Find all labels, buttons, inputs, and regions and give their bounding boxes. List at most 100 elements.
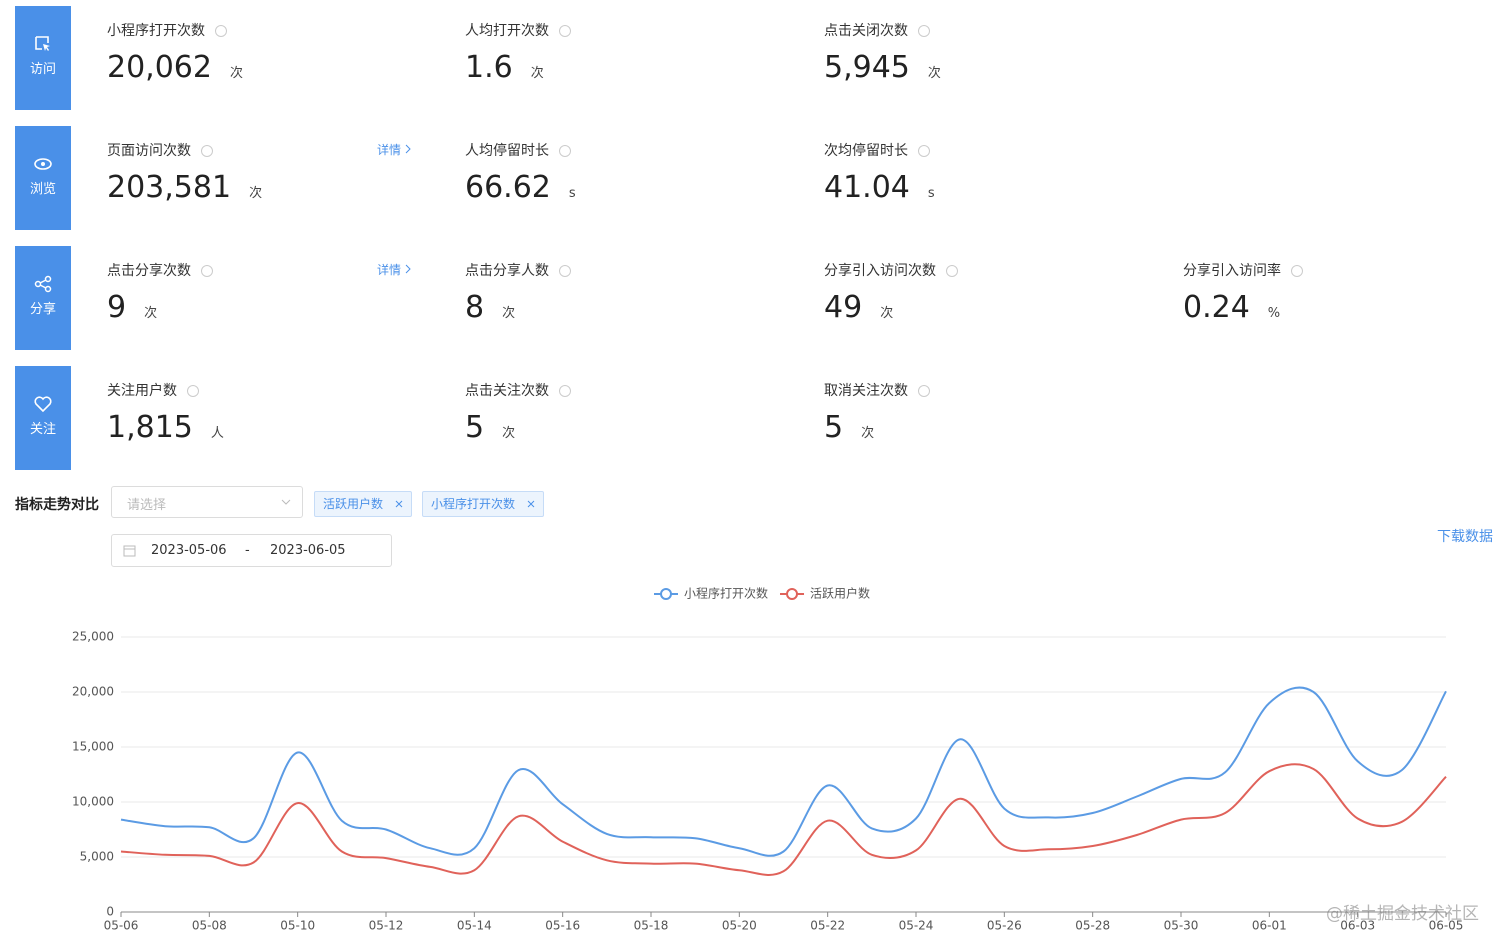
metric: 66.62 s <box>465 170 576 205</box>
tile-icon <box>34 396 52 413</box>
calendar-icon <box>123 545 136 557</box>
metric-label: 人均打开次数 <box>465 20 571 40</box>
help-icon[interactable] <box>918 25 930 37</box>
metric: 5,945 次 <box>824 50 941 85</box>
metric-value: 0.24 <box>1183 290 1250 325</box>
legend-marker <box>786 588 799 600</box>
metric-value: 1,815 <box>107 410 193 445</box>
metric-unit: 次 <box>502 306 516 321</box>
tile-icon <box>34 275 52 293</box>
legend-label: 活跃用户数 <box>810 586 870 601</box>
x-tick-label: 05-08 <box>192 919 227 933</box>
metric-value: 41.04 <box>824 170 910 205</box>
x-tick-label: 06-03 <box>1340 919 1375 933</box>
legend-marker <box>660 588 672 600</box>
metric: 203,581 次 <box>107 170 262 205</box>
help-icon[interactable] <box>946 265 958 277</box>
section-tile[interactable]: 分享 <box>15 246 71 350</box>
metric: 20,062 次 <box>107 50 243 85</box>
metric-unit: 次 <box>530 66 544 81</box>
y-tick-label: 0 <box>106 905 114 919</box>
metric-unit: 人 <box>210 426 224 441</box>
metric-unit: s <box>927 186 935 201</box>
metric-value: 9 <box>107 290 127 325</box>
date-end: 2023-06-05 <box>270 543 346 558</box>
y-tick-label: 5,000 <box>80 850 114 864</box>
metric-value: 8 <box>465 290 485 325</box>
help-icon[interactable] <box>215 25 227 37</box>
section-tile[interactable]: 浏览 <box>15 126 71 230</box>
legend: 小程序打开次数 活跃用户数 <box>654 586 870 601</box>
metric-unit: % <box>1267 306 1281 321</box>
chart: 0 5,000 10,000 15,000 20,000 25,000 05-06 05-08… <box>72 586 1463 933</box>
help-icon[interactable] <box>559 265 571 277</box>
date-start: 2023-05-06 <box>151 543 227 558</box>
tile-label: 分享 <box>29 302 56 317</box>
metric-value: 5 <box>824 410 844 445</box>
metric-unit: 次 <box>927 66 941 81</box>
x-tick-label: 05-14 <box>457 919 492 933</box>
help-icon[interactable] <box>559 145 571 157</box>
x-tick-label: 05-20 <box>722 919 757 933</box>
tag[interactable]: 活跃用户数 <box>314 491 413 517</box>
metric-unit: s <box>568 186 576 201</box>
tag-label: 活跃用户数 <box>323 497 384 511</box>
metric-label: 点击关闭次数 <box>824 20 930 40</box>
metric-value: 5 <box>465 410 485 445</box>
metric-label: 取消关注次数 <box>824 380 930 400</box>
x-tick-label: 05-06 <box>104 919 139 933</box>
metric: 1.6 次 <box>465 50 544 85</box>
tag-close[interactable] <box>395 500 403 508</box>
date-range[interactable]: 2023-05-06 - 2023-06-05 <box>111 534 392 567</box>
filter-label: 指标走势对比 <box>15 497 99 513</box>
detail-link[interactable]: 详情 <box>377 261 412 278</box>
x-tick-label: 05-28 <box>1075 919 1110 933</box>
metric-value: 1.6 <box>465 50 513 85</box>
y-tick-label: 10,000 <box>72 795 114 809</box>
metric-value: 49 <box>824 290 863 325</box>
x-tick-label: 05-22 <box>810 919 845 933</box>
help-icon[interactable] <box>559 385 571 397</box>
metric-label: 页面访问次数 <box>107 140 213 160</box>
tag-label: 小程序打开次数 <box>431 497 516 511</box>
help-icon[interactable] <box>1291 265 1303 277</box>
tile-label: 关注 <box>29 422 56 437</box>
download-link[interactable]: 下载数据 <box>1437 529 1493 545</box>
metric-value: 5,945 <box>824 50 910 85</box>
tile-icon <box>34 158 52 170</box>
metric-unit: 次 <box>880 306 894 321</box>
help-icon[interactable] <box>187 385 199 397</box>
metric-value: 20,062 <box>107 50 212 85</box>
metric: 49 次 <box>824 290 893 325</box>
help-icon[interactable] <box>918 385 930 397</box>
detail-arrow <box>405 264 411 274</box>
x-tick-label: 05-18 <box>634 919 669 933</box>
help-icon[interactable] <box>559 25 571 37</box>
metric-unit: 次 <box>229 66 243 81</box>
select[interactable]: 请选择 <box>111 486 303 518</box>
metric-label: 分享引入访问率 <box>1183 260 1303 280</box>
metric-label: 人均停留时长 <box>465 140 571 160</box>
metric: 1,815 人 <box>107 410 224 445</box>
tag-close[interactable] <box>527 500 535 508</box>
series-line <box>120 763 1447 876</box>
help-icon[interactable] <box>201 265 213 277</box>
metric: 0.24% <box>1183 290 1280 325</box>
metric-unit: 次 <box>861 426 875 441</box>
y-tick-label: 20,000 <box>72 685 114 699</box>
help-icon[interactable] <box>918 145 930 157</box>
x-tick-label: 06-01 <box>1252 919 1287 933</box>
detail-link[interactable]: 详情 <box>377 141 412 158</box>
section-tile[interactable]: 关注 <box>15 366 71 470</box>
help-icon[interactable] <box>201 145 213 157</box>
metric: 41.04 s <box>824 170 935 205</box>
metric-label: 点击分享人数 <box>465 260 571 280</box>
x-tick-label: 05-10 <box>280 919 315 933</box>
tag[interactable]: 小程序打开次数 <box>422 491 545 517</box>
section-tile[interactable]: 访问 <box>15 6 71 110</box>
date-separator: - <box>245 543 250 558</box>
